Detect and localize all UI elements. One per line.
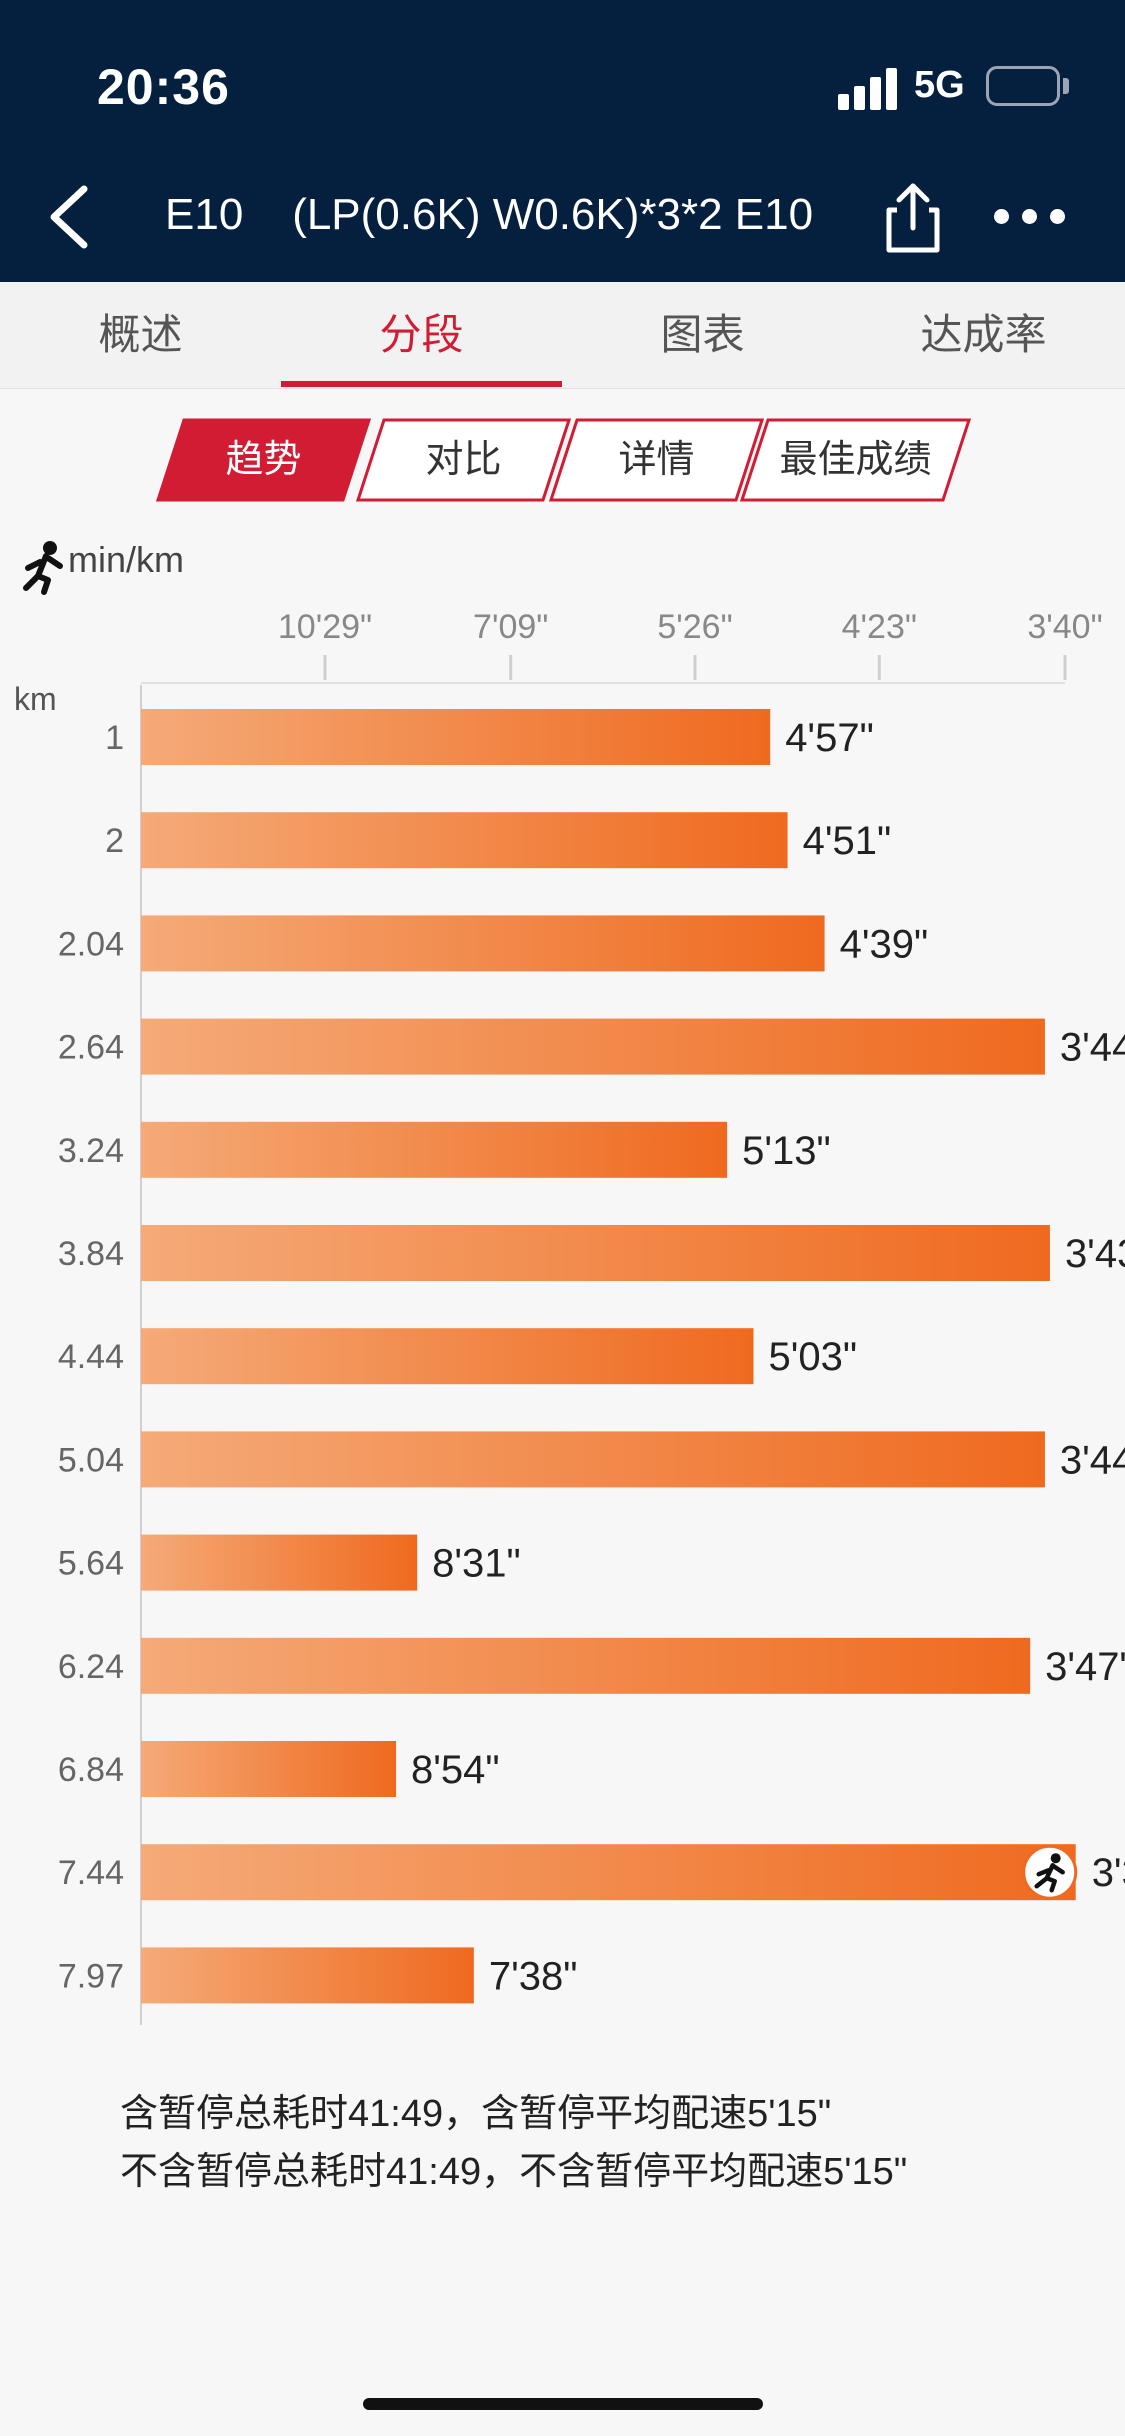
pace-value-label: 3'44" [1060, 1026, 1125, 1070]
split-bar[interactable] [141, 1225, 1050, 1281]
pace-value-label: 3'38" [1092, 1851, 1125, 1895]
dot [1050, 209, 1065, 224]
split-bar[interactable] [141, 1018, 1045, 1075]
tab-bar: 概述 分段 图表 达成率 [0, 282, 1125, 389]
x-tick-label: 5'26" [657, 608, 732, 646]
dot [994, 209, 1009, 224]
home-indicator [363, 2398, 763, 2410]
pace-value-label: 7'38" [489, 1954, 578, 1998]
split-bar[interactable] [141, 1844, 1076, 1901]
y-category-label: 2.04 [58, 925, 124, 963]
pace-value-label: 3'43" [1065, 1232, 1125, 1276]
pace-value-label: 4'39" [840, 922, 929, 966]
tab-charts[interactable]: 图表 [660, 311, 745, 358]
y-category-label: 5.04 [58, 1441, 124, 1479]
pace-value-label: 3'44" [1060, 1438, 1125, 1482]
more-button[interactable] [990, 195, 1070, 235]
segment-control: 趋势 对比 详情 最佳成绩 [156, 418, 971, 502]
y-category-label: 2.64 [58, 1029, 124, 1067]
tab-overview[interactable]: 概述 [98, 311, 183, 358]
segment-shape [549, 418, 764, 502]
split-bar[interactable] [141, 709, 771, 765]
segment-compare[interactable]: 对比 [356, 418, 571, 502]
pace-value-label: 3'47" [1045, 1645, 1125, 1689]
split-bar[interactable] [141, 915, 825, 972]
pace-value-label: 5'13" [742, 1129, 831, 1173]
dot [1022, 209, 1037, 224]
split-bar[interactable] [141, 1431, 1045, 1488]
y-category-label: 2 [105, 822, 124, 860]
x-tick-label: 4'23" [842, 608, 917, 646]
split-bar[interactable] [141, 812, 788, 869]
pace-value-label: 8'31" [432, 1542, 521, 1586]
page-title: E10 (LP(0.6K) W0.6K)*3*2 E10 [165, 190, 814, 239]
app-header: 20:36 5G 41 E10 (LP(0.6K) W0.6K)*3*2 E10 [0, 0, 1125, 282]
tab-underline [281, 381, 562, 387]
splits-chart: min/km km 10'29" 7'09" 5'26" 4'23" 3'40" 1 4'… [14, 539, 1125, 2025]
segment-shape [156, 418, 371, 502]
split-bar[interactable] [141, 1534, 418, 1591]
split-bar[interactable] [141, 1637, 1031, 1694]
summary-without-pause: 不含暂停总耗时41:49，不含暂停平均配速5'15" [120, 2151, 908, 2193]
runner-unit-icon [23, 541, 63, 595]
network-type: 5G [914, 64, 965, 106]
y-category-label: 6.24 [58, 1648, 124, 1686]
y-category-label: 4.44 [58, 1338, 124, 1376]
chevron-left-icon [50, 185, 88, 249]
share-icon [886, 183, 940, 253]
segment-label: 对比 [425, 439, 502, 481]
y-category-label: 3.24 [58, 1132, 124, 1170]
y-category-label: 5.64 [58, 1545, 124, 1583]
split-bar[interactable] [141, 1741, 397, 1797]
split-bar[interactable] [141, 1947, 474, 2004]
segment-label: 趋势 [225, 439, 302, 481]
x-unit-label: min/km [68, 539, 184, 580]
signal-icon [838, 68, 898, 110]
pace-value-label: 4'57" [785, 716, 874, 760]
tab-splits[interactable]: 分段 [379, 311, 464, 358]
segment-shape [740, 418, 971, 502]
y-category-label: 1 [105, 719, 124, 757]
status-time: 20:36 [97, 59, 230, 115]
segment-trend[interactable]: 趋势 [156, 418, 371, 502]
y-category-label: 7.44 [58, 1854, 124, 1892]
y-category-label: 7.97 [58, 1957, 124, 1995]
back-button[interactable] [40, 175, 100, 255]
split-bar[interactable] [141, 1328, 754, 1385]
segment-best[interactable]: 最佳成绩 [740, 418, 971, 502]
battery-tip [1063, 78, 1069, 94]
segment-label: 详情 [618, 439, 695, 481]
segment-shape [356, 418, 571, 502]
segment-label: 最佳成绩 [779, 439, 932, 481]
share-button[interactable] [883, 180, 943, 256]
split-bar[interactable] [141, 1121, 728, 1178]
y-unit-label: km [14, 681, 57, 717]
x-tick-label: 10'29" [278, 608, 372, 646]
segment-details[interactable]: 详情 [549, 418, 764, 502]
pace-value-label: 5'03" [769, 1335, 858, 1379]
runner-icon [1022, 1844, 1078, 1900]
pace-value-label: 8'54" [411, 1748, 500, 1792]
tab-achievement[interactable]: 达成率 [920, 311, 1047, 358]
summary-with-pause: 含暂停总耗时41:49，含暂停平均配速5'15" [120, 2093, 832, 2135]
summary-text: 含暂停总耗时41:49，含暂停平均配速5'15" 不含暂停总耗时41:49，不含… [120, 2085, 907, 2201]
x-tick-label: 3'40" [1027, 608, 1102, 646]
y-category-label: 6.84 [58, 1751, 124, 1789]
battery-icon: 41 [986, 66, 1060, 106]
pace-value-label: 4'51" [803, 819, 892, 863]
battery-level: 41 [1004, 67, 1042, 104]
x-tick-label: 7'09" [473, 608, 548, 646]
y-category-label: 3.84 [58, 1235, 124, 1273]
